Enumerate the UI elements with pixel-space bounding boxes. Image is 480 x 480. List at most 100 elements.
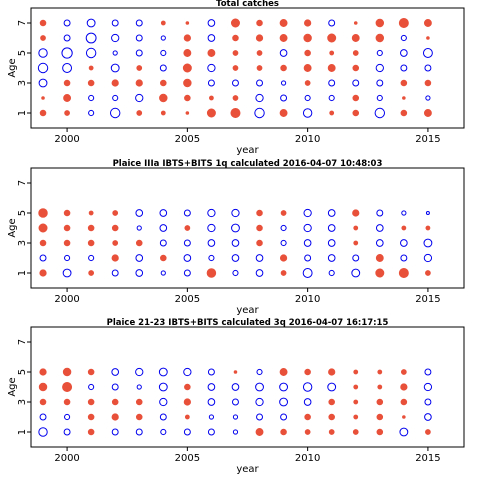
bubble-age1-1999: [38, 427, 48, 437]
bubble-age4-2000: [62, 381, 73, 392]
bubble-age4-2009: [279, 382, 289, 392]
bubble-age1-2011: [328, 429, 335, 435]
bubble-age2-2000: [63, 94, 72, 102]
bubble-age1-1999: [39, 269, 47, 277]
bubble-age7-2004: [160, 20, 166, 26]
x-tick-label: 2015: [415, 453, 440, 464]
bubble-age5-2011: [329, 50, 335, 56]
bubble-age3-2009: [279, 397, 289, 407]
bubble-age1-2002: [109, 107, 121, 119]
bubble-age1-2014: [399, 427, 409, 437]
bubble-age1-2008: [254, 107, 265, 119]
bubble-age6-2012: [351, 34, 360, 42]
bubble-age4-2007: [231, 383, 240, 391]
bubble-age3-1999: [39, 239, 47, 247]
bubble-age4-2000: [63, 224, 71, 232]
bubble-age5-2006: [207, 208, 216, 218]
bubble-age3-2006: [207, 398, 216, 406]
bubble-age5-2008: [256, 368, 263, 376]
bubble-age1-2013: [376, 428, 384, 436]
bubble-age2-2011: [328, 94, 335, 102]
bubble-age3-2005: [183, 239, 191, 247]
bubble-age6-1999: [40, 35, 46, 41]
x-axis-label: year: [236, 305, 259, 316]
bubble-age1-2002: [111, 269, 119, 277]
bubble-age5-1999: [38, 208, 48, 218]
bubble-age1-2009: [280, 270, 287, 276]
x-tick-label: 2000: [54, 134, 79, 145]
bubble-age6-2004: [160, 35, 166, 41]
bubble-age5-2000: [63, 209, 71, 217]
bubble-age5-2015: [422, 48, 433, 58]
bubble-age7-2005: [185, 21, 190, 25]
bubble-age7-2008: [256, 19, 263, 27]
bubble-age2-2011: [328, 413, 335, 421]
y-tick-label: 3: [17, 80, 28, 86]
y-tick-label: 3: [17, 240, 28, 246]
x-tick-label: 2010: [295, 294, 320, 305]
bubble-age3-2003: [135, 239, 143, 247]
bubble-age6-2007: [232, 34, 239, 42]
bubble-age7-2013: [375, 18, 385, 28]
bubble-age3-2006: [207, 79, 215, 87]
bubble-age4-2000: [62, 63, 73, 73]
bubble-age1-2015: [425, 429, 431, 435]
bubble-age2-2006: [208, 414, 215, 420]
bubble-age4-2002: [110, 63, 120, 73]
y-axis-label: Age: [7, 377, 18, 396]
x-axis-label: year: [236, 464, 259, 475]
bubble-age3-2009: [280, 80, 287, 86]
bubble-age3-2005: [183, 78, 192, 88]
bubble-age5-2013: [377, 369, 383, 375]
bubble-age5-2014: [401, 210, 407, 216]
y-tick-label: 1: [17, 429, 28, 435]
bubble-age4-2002: [111, 383, 119, 391]
bubble-age7-2002: [111, 19, 119, 27]
bubble-age5-2003: [135, 367, 144, 377]
bubble-age3-2012: [353, 240, 359, 246]
bubble-age5-2001: [87, 368, 95, 376]
bubble-age5-1999: [38, 48, 48, 58]
bubble-age1-2004: [160, 270, 166, 276]
bubble-age4-2004: [158, 382, 168, 392]
bubble-age1-2008: [255, 269, 264, 277]
bubble-age2-2008: [255, 254, 264, 262]
bubble-age7-2003: [135, 19, 143, 27]
bubble-age5-2014: [400, 49, 408, 57]
bubble-age1-2013: [374, 107, 386, 119]
bubble-age4-2004: [159, 64, 167, 72]
bubble-age5-2008: [256, 50, 263, 56]
bubble-age1-2004: [160, 428, 167, 436]
bubble-age3-2004: [159, 397, 168, 407]
bubble-age1-2015: [425, 270, 431, 276]
bubble-age5-2007: [231, 208, 240, 218]
x-axis-label: year: [236, 145, 259, 156]
bubble-age1-2004: [160, 110, 166, 116]
x-tick-label: 2010: [295, 453, 320, 464]
x-tick-label: 2000: [54, 453, 79, 464]
bubble-age4-2014: [400, 383, 408, 391]
bubble-age1-2003: [135, 269, 144, 277]
bubble-age1-2010: [302, 268, 313, 278]
bubble-age2-2014: [402, 96, 406, 100]
bubble-age5-2008: [256, 209, 263, 217]
bubble-age2-2010: [304, 254, 312, 262]
bubble-age4-2006: [207, 63, 216, 73]
x-tick-label: 2010: [295, 134, 320, 145]
bubble-age4-2012: [352, 64, 360, 72]
bubble-age1-2000: [63, 428, 71, 436]
bubble-age6-2013: [375, 33, 385, 43]
bubble-age2-2009: [280, 413, 288, 421]
bubble-age2-2005: [183, 254, 192, 262]
bubble-age4-2015: [425, 225, 431, 231]
bubble-age6-2011: [327, 33, 337, 43]
bubble-age4-2013: [375, 224, 384, 232]
bubble-age4-2013: [377, 384, 383, 390]
bubble-age7-2001: [86, 18, 96, 28]
bubble-age2-2007: [232, 95, 239, 101]
bubble-age5-2009: [279, 49, 288, 57]
bubble-age1-2007: [232, 429, 239, 435]
bubble-age3-2008: [256, 239, 263, 247]
